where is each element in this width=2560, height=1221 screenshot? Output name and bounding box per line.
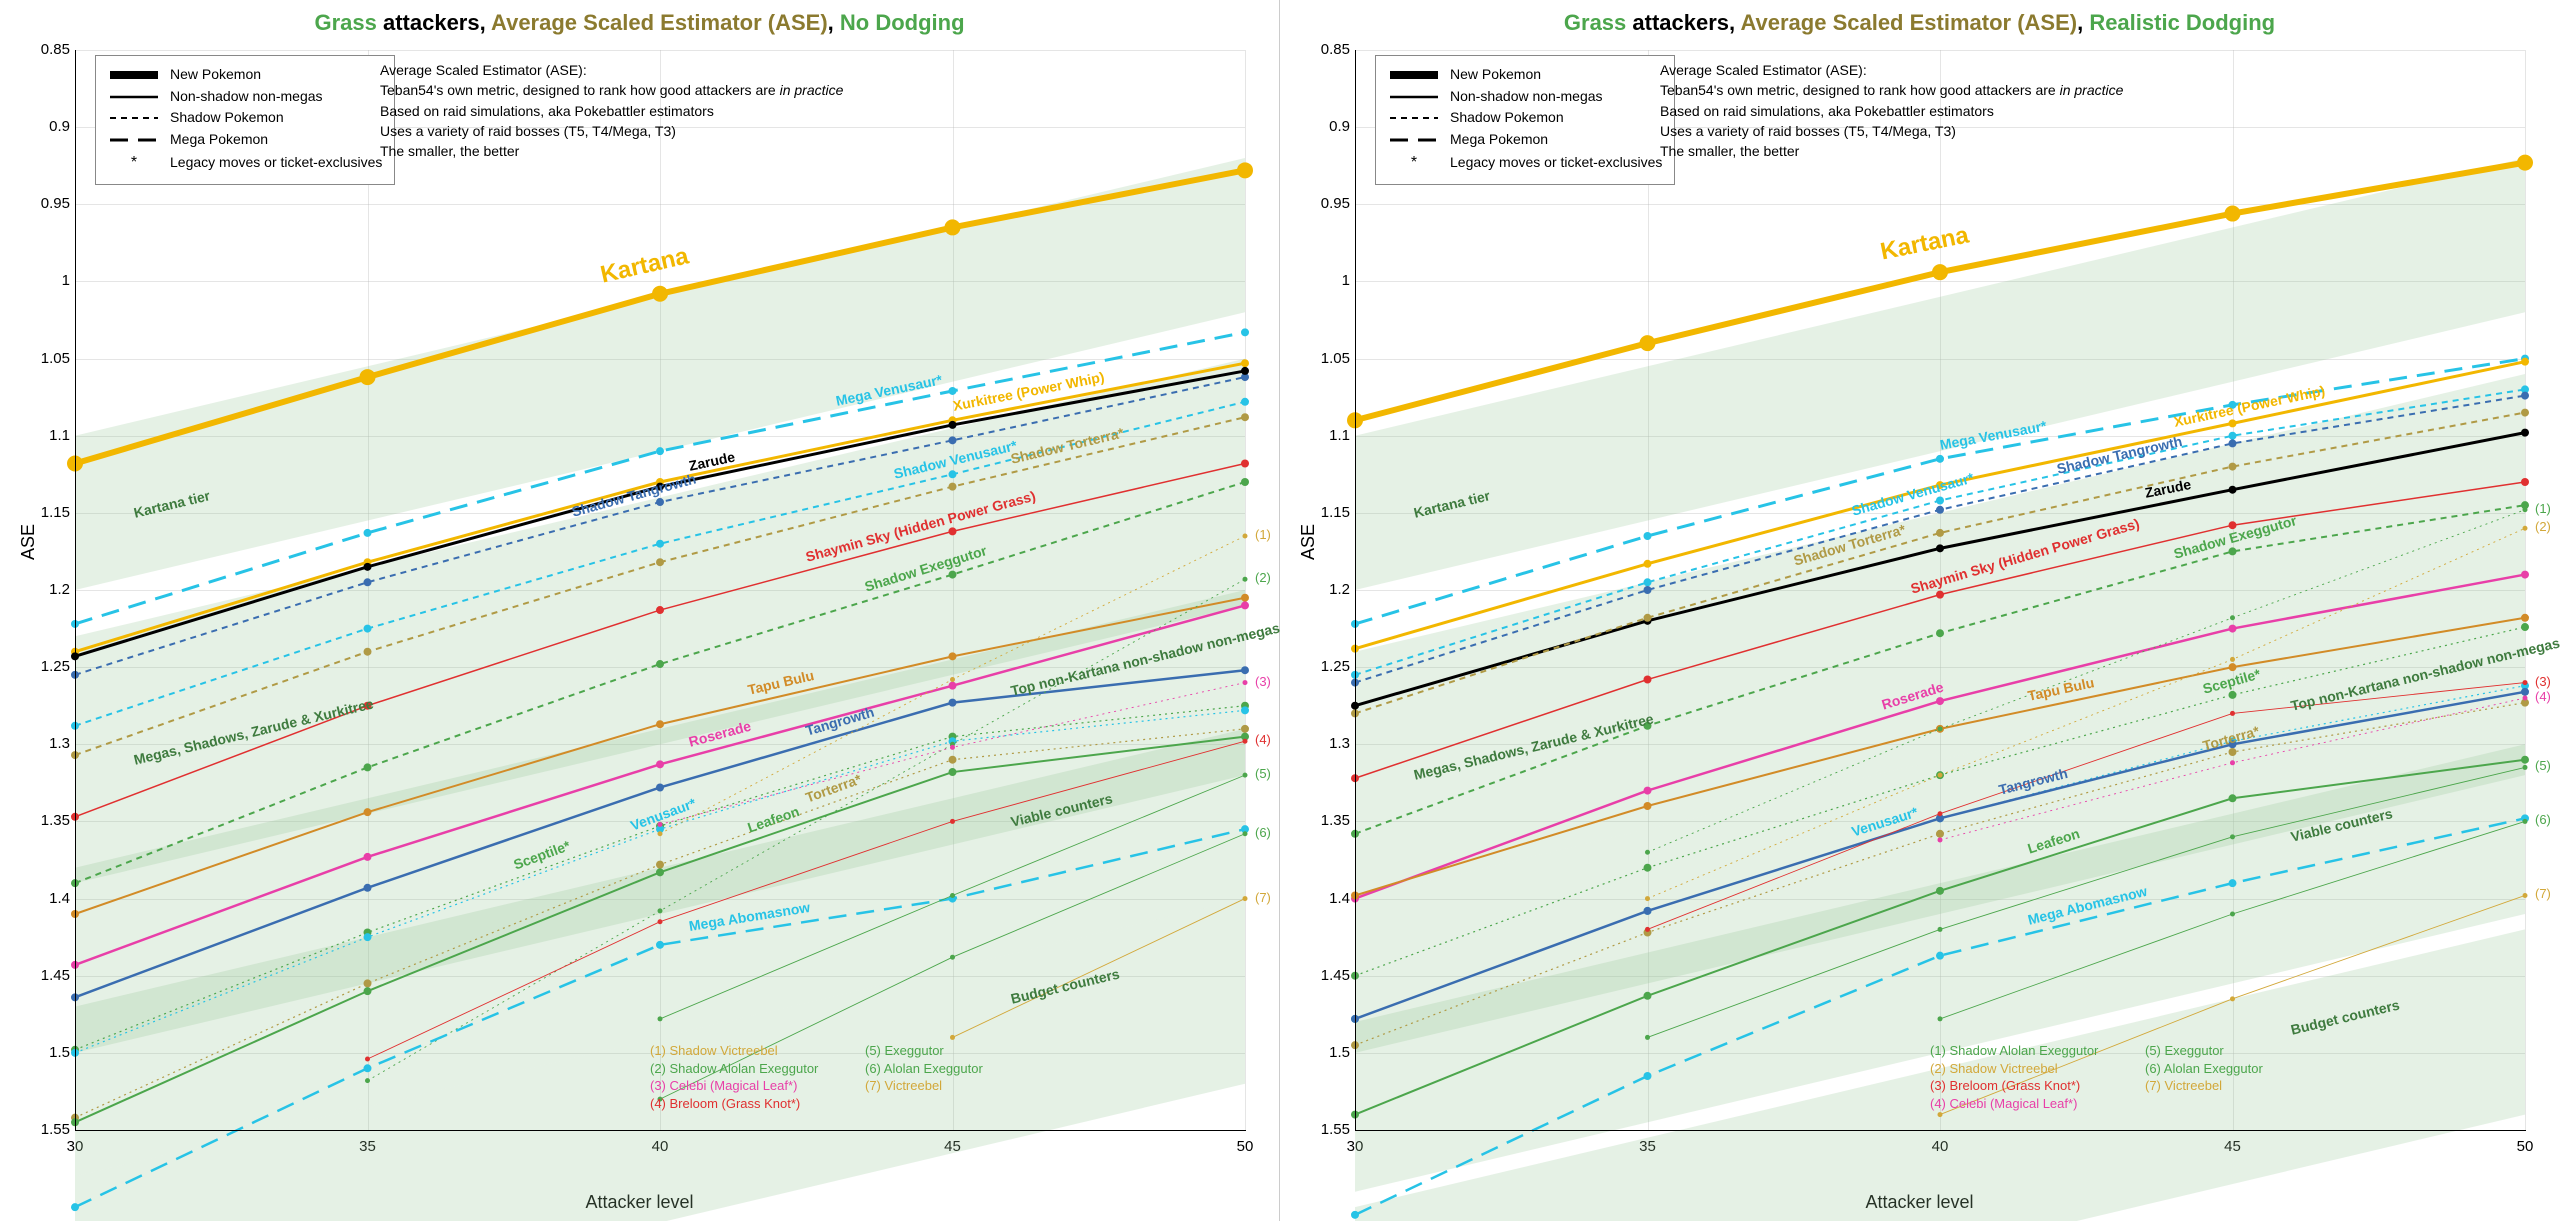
ytick-label: 0.9 <box>1302 118 1350 135</box>
y-axis-label: ASE <box>18 524 39 560</box>
ytick-label: 1.1 <box>1302 427 1350 444</box>
ytick-label: 0.95 <box>1302 195 1350 212</box>
chart-title: Grass attackers, Average Scaled Estimato… <box>1280 10 2559 36</box>
series-marker <box>1351 1211 1359 1219</box>
series-label-exeggutor: (5) <box>1255 766 1271 781</box>
series-label-celebi: (3) <box>1255 674 1271 689</box>
ytick-label: 1.3 <box>22 735 70 752</box>
chart-title: Grass attackers, Average Scaled Estimato… <box>0 10 1279 36</box>
xtick-label: 50 <box>1237 1138 1254 1155</box>
series-label-alolanexeg: (6) <box>1255 825 1271 840</box>
series-label-svictreebel: (1) <box>1255 527 1271 542</box>
series-label-salolanexeg: (1) <box>2535 501 2551 516</box>
series-label-alolanexeg: (6) <box>2535 812 2551 827</box>
series-label-breloom: (3) <box>2535 674 2551 689</box>
ytick-label: 0.85 <box>1302 41 1350 58</box>
series-label-salolanexeg: (2) <box>1255 570 1271 585</box>
series-label-victreebel: (7) <box>1255 890 1271 905</box>
ytick-label: 1.25 <box>1302 658 1350 675</box>
ytick-label: 1.2 <box>1302 581 1350 598</box>
ytick-label: 1.45 <box>1302 967 1350 984</box>
chart-panel-0: Grass attackers, Average Scaled Estimato… <box>0 0 1280 1221</box>
ytick-label: 1.55 <box>22 1121 70 1138</box>
ytick-label: 1 <box>1302 272 1350 289</box>
ytick-label: 1 <box>22 272 70 289</box>
ytick-label: 1.25 <box>22 658 70 675</box>
ytick-label: 1.4 <box>1302 890 1350 907</box>
chart-panel-1: Grass attackers, Average Scaled Estimato… <box>1280 0 2559 1221</box>
plot-area <box>1355 50 2526 1131</box>
ytick-label: 1.15 <box>22 504 70 521</box>
ytick-label: 0.9 <box>22 118 70 135</box>
series-label-victreebel: (7) <box>2535 886 2551 901</box>
xtick-label: 50 <box>2517 1138 2534 1155</box>
ytick-label: 1.2 <box>22 581 70 598</box>
series-label-exeggutor: (5) <box>2535 758 2551 773</box>
ytick-label: 1.45 <box>22 967 70 984</box>
series-label-svictreebel: (2) <box>2535 519 2551 534</box>
ytick-label: 1.55 <box>1302 1121 1350 1138</box>
y-axis-label: ASE <box>1298 524 1319 560</box>
plot-area <box>75 50 1246 1131</box>
ytick-label: 1.35 <box>1302 812 1350 829</box>
ytick-label: 1.05 <box>22 350 70 367</box>
ytick-label: 1.5 <box>22 1044 70 1061</box>
ytick-label: 1.15 <box>1302 504 1350 521</box>
ytick-label: 1.5 <box>1302 1044 1350 1061</box>
ytick-label: 0.85 <box>22 41 70 58</box>
ytick-label: 1.1 <box>22 427 70 444</box>
series-label-breloom: (4) <box>1255 732 1271 747</box>
ytick-label: 1.35 <box>22 812 70 829</box>
series-marker <box>71 1203 79 1211</box>
ytick-label: 0.95 <box>22 195 70 212</box>
series-label-celebi: (4) <box>2535 689 2551 704</box>
ytick-label: 1.05 <box>1302 350 1350 367</box>
ytick-label: 1.4 <box>22 890 70 907</box>
ytick-label: 1.3 <box>1302 735 1350 752</box>
